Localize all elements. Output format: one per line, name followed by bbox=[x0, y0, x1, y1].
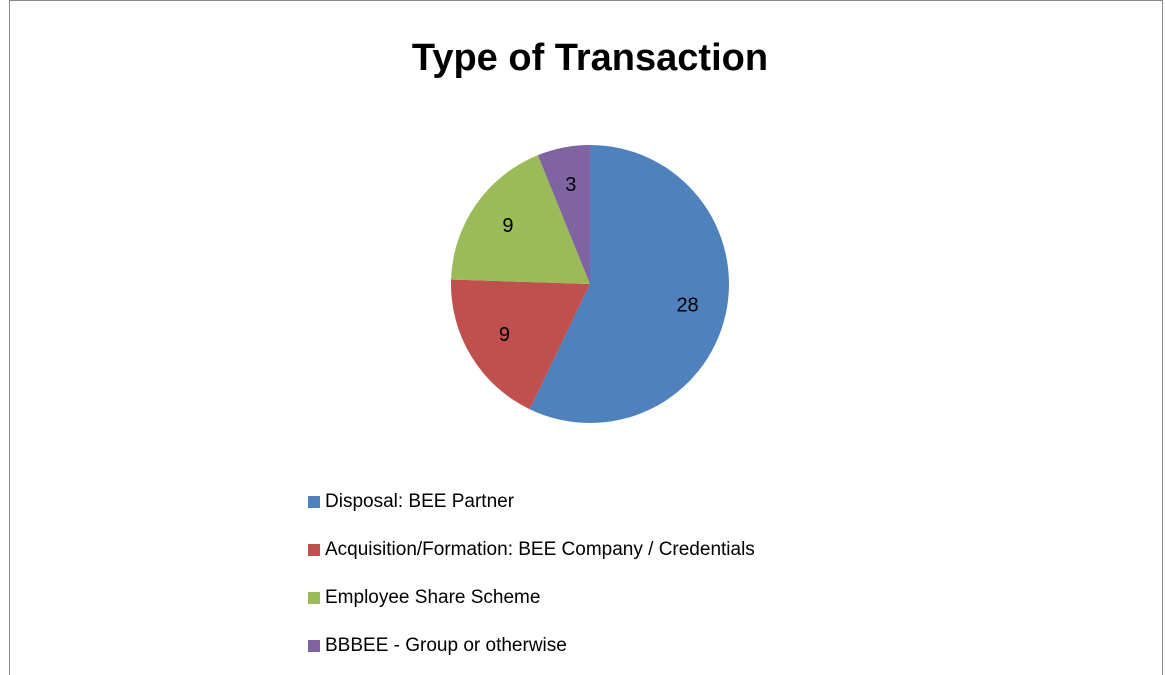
data-label: 9 bbox=[499, 324, 510, 346]
chart-title: Type of Transaction bbox=[412, 37, 768, 79]
legend-label: Disposal: BEE Partner bbox=[325, 491, 515, 512]
pie-slice bbox=[451, 279, 590, 410]
data-label: 3 bbox=[565, 174, 576, 196]
pie-slice bbox=[451, 155, 590, 284]
legend-swatch bbox=[308, 592, 320, 604]
pie-slice bbox=[529, 145, 729, 423]
legend-swatch bbox=[308, 496, 320, 508]
legend-swatch bbox=[308, 544, 320, 556]
data-label: 28 bbox=[676, 295, 698, 317]
legend-label: BBBEE - Group or otherwise bbox=[325, 635, 567, 656]
legend-label: Employee Share Scheme bbox=[325, 587, 540, 608]
legend-label: Acquisition/Formation: BEE Company / Cre… bbox=[325, 539, 755, 560]
pie-slice bbox=[537, 145, 590, 284]
data-label: 9 bbox=[502, 215, 513, 237]
legend-swatch bbox=[308, 640, 320, 652]
